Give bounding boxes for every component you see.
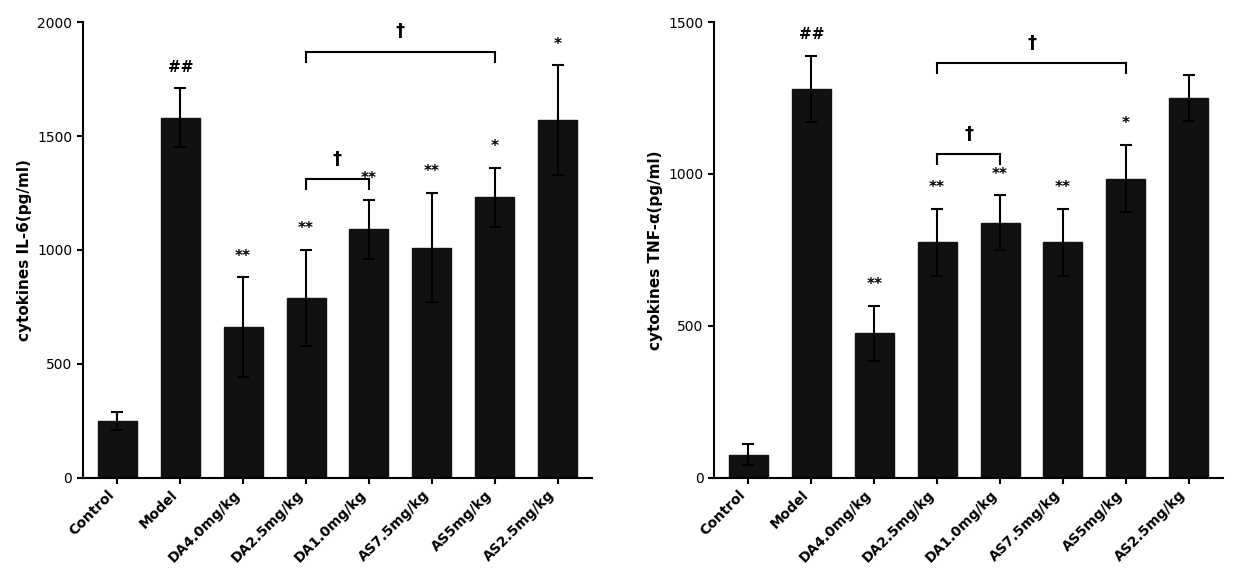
Text: **: ** [867,278,883,292]
Text: ##: ## [167,59,193,74]
Bar [854,333,894,478]
Bar [1043,242,1083,478]
Text: **: ** [236,249,252,264]
Bar [981,222,1019,478]
Bar [1106,179,1146,478]
Text: **: ** [424,164,440,179]
Text: **: ** [929,180,945,195]
Text: **: ** [1055,180,1071,195]
Bar [350,229,388,478]
Bar [98,421,136,478]
Text: ##: ## [799,27,825,42]
Y-axis label: cytokines IL-6(pg/ml): cytokines IL-6(pg/ml) [16,159,32,341]
Text: †: † [334,150,342,168]
Text: **: ** [992,166,1008,182]
Bar [538,120,577,478]
Text: **: ** [361,171,377,186]
Bar [918,242,956,478]
Text: *: * [1122,116,1130,132]
Bar [161,118,200,478]
Y-axis label: cytokines TNF-α(pg/ml): cytokines TNF-α(pg/ml) [647,150,662,350]
Bar [1169,98,1208,478]
Bar [223,327,263,478]
Bar [286,297,326,478]
Bar [729,455,768,478]
Bar [413,247,451,478]
Text: †: † [1027,34,1035,52]
Text: **: ** [298,221,314,236]
Bar [475,197,515,478]
Bar [792,89,831,478]
Text: †: † [965,125,973,143]
Text: *: * [553,37,562,52]
Text: †: † [396,22,405,40]
Text: *: * [491,139,498,154]
